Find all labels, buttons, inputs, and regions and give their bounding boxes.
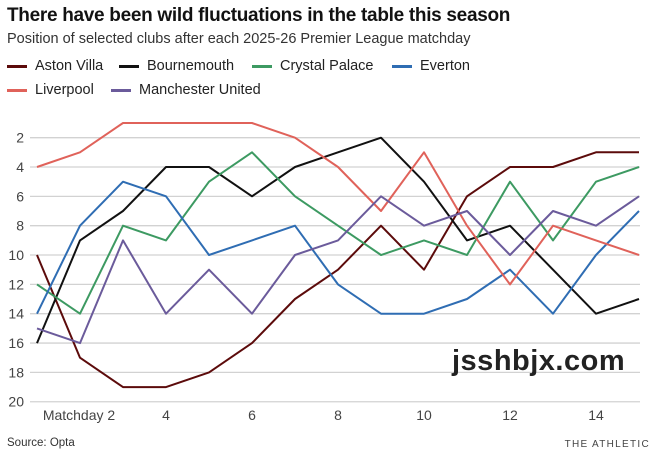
legend-swatch bbox=[7, 88, 27, 92]
source-note: Source: Opta bbox=[7, 437, 75, 449]
series-line-aston-villa bbox=[36, 151, 639, 389]
x-tick-label: 4 bbox=[162, 407, 170, 423]
y-tick-label: 14 bbox=[8, 306, 24, 322]
legend-label: Aston Villa bbox=[35, 58, 104, 74]
y-tick-label: 20 bbox=[8, 394, 24, 410]
legend-item: Aston Villa bbox=[7, 58, 103, 74]
legend-swatch bbox=[119, 64, 139, 68]
y-tick-label: 16 bbox=[8, 335, 24, 351]
legend-item: Manchester United bbox=[111, 82, 261, 98]
y-tick-label: 18 bbox=[8, 364, 24, 380]
legend-swatch bbox=[7, 64, 27, 68]
legend-label: Manchester United bbox=[139, 82, 261, 98]
y-tick-label: 2 bbox=[16, 130, 24, 146]
y-tick-label: 4 bbox=[16, 159, 24, 175]
legend-label: Liverpool bbox=[35, 82, 94, 98]
x-tick-label: 14 bbox=[588, 407, 604, 423]
legend-swatch bbox=[392, 64, 412, 68]
watermark: jsshbjx.com bbox=[452, 345, 626, 377]
series-line-crystal-palace bbox=[36, 151, 640, 315]
legend-label: Everton bbox=[420, 58, 470, 74]
legend-swatch bbox=[111, 88, 131, 92]
series-line-bournemouth bbox=[36, 136, 640, 344]
x-tick-label: Matchday 2 bbox=[43, 407, 116, 423]
y-tick-label: 6 bbox=[16, 188, 24, 204]
legend-item: Everton bbox=[392, 58, 470, 74]
series-line-liverpool bbox=[36, 122, 640, 286]
x-tick-label: 12 bbox=[502, 407, 518, 423]
x-tick-label: 8 bbox=[334, 407, 342, 423]
y-tick-label: 8 bbox=[16, 218, 24, 234]
brand-logo: THE ATHLETIC bbox=[564, 439, 650, 450]
legend-swatch bbox=[252, 64, 272, 68]
legend-item: Bournemouth bbox=[119, 58, 234, 74]
x-tick-label: 6 bbox=[248, 407, 256, 423]
x-tick-label: 10 bbox=[416, 407, 432, 423]
legend-item: Liverpool bbox=[7, 82, 94, 98]
legend-label: Bournemouth bbox=[147, 58, 235, 74]
chart-title: There have been wild fluctuations in the… bbox=[7, 5, 511, 26]
chart-subtitle: Position of selected clubs after each 20… bbox=[7, 31, 471, 47]
series-line-everton bbox=[36, 180, 640, 315]
legend-item: Crystal Palace bbox=[252, 58, 373, 74]
y-tick-label: 12 bbox=[8, 276, 24, 292]
series-line-manchester-united bbox=[36, 195, 640, 345]
y-tick-label: 10 bbox=[8, 247, 24, 263]
legend-label: Crystal Palace bbox=[280, 58, 374, 74]
